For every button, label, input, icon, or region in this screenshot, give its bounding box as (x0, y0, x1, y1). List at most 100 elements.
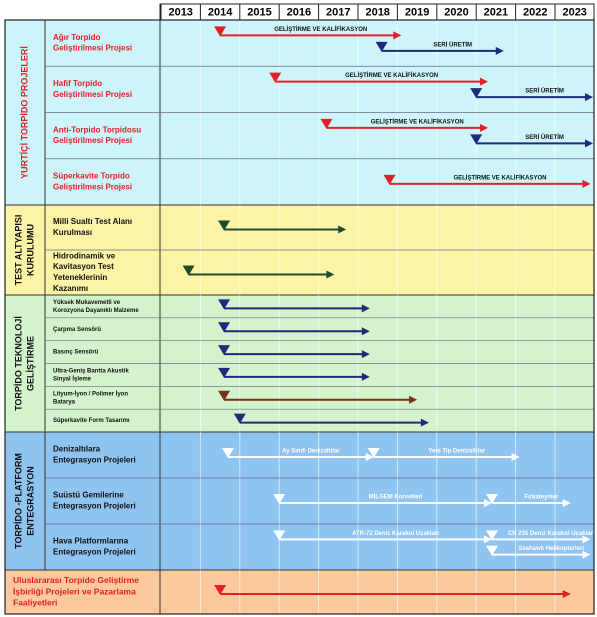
bar-label: Fırkateynler (524, 495, 559, 501)
row-label: Çarpma Sensörü (53, 327, 101, 333)
row-label: Kazanımı (53, 284, 88, 293)
bar-start (273, 494, 286, 504)
year-label: 2022 (523, 6, 547, 18)
group-title: KURULUMU (25, 224, 35, 276)
outer-border (4, 19, 595, 615)
row-label: Süperkavite Form Tasarımı (53, 418, 130, 424)
group-title: GELİŞTİRME (25, 336, 35, 391)
bar-label: Yeni Tip Denizaltılar (428, 449, 485, 455)
bar-start (485, 545, 498, 556)
bar-start (269, 72, 282, 83)
bar-start (218, 367, 231, 378)
bar-label: ATR-72 Deniz Karakol Uçakları (352, 531, 439, 537)
year-label: 2023 (562, 6, 586, 18)
row-label: Entegrasyon Projeleri (53, 456, 136, 465)
timeline-bar (218, 367, 370, 381)
bar-start (182, 265, 195, 276)
bar-start (367, 448, 380, 458)
bar-label: SERİ ÜRETİM (433, 41, 472, 48)
bar-end (393, 31, 402, 40)
timeline-bar (485, 545, 591, 559)
bar-start (218, 345, 231, 356)
row-label: Kurulması (53, 228, 92, 237)
timeline-bar (470, 88, 593, 102)
row-label: Milli Sualtı Test Alanı (53, 217, 132, 226)
bar-end (361, 372, 370, 381)
bar-start (218, 390, 231, 401)
row-label: Entegrasyon Projeleri (53, 548, 136, 557)
bar-label: MİLGEM Korvetleri (369, 494, 423, 501)
timeline-bar (273, 494, 492, 507)
timeline-bar (218, 220, 347, 234)
timeline-bar (218, 345, 370, 359)
bar-start (485, 494, 498, 504)
year-label: 2017 (326, 6, 350, 18)
bar-label: CN 235 Deniz Karakol Uçakları (508, 531, 595, 537)
bar-end (361, 327, 370, 336)
timeline-bar (214, 585, 571, 598)
bar-end (420, 418, 429, 427)
row-label: Korozyona Dayanıklı Malzeme (53, 308, 139, 314)
bar-label: GELİŞTİRME VE KALİFİKASYON (371, 118, 464, 125)
timeline-bar (221, 448, 374, 461)
timeline-bar (269, 72, 489, 86)
bar-end (582, 550, 591, 559)
bar-label: Ay Sınıfı Denizaltılar (282, 449, 340, 455)
bar-label: SERİ ÜRETİM (525, 88, 564, 95)
year-label: 2019 (405, 6, 429, 18)
bar-end (338, 225, 347, 234)
row-label: Hidrodinamik ve (53, 251, 116, 260)
timeline-bar (367, 448, 520, 461)
year-label: 2018 (365, 6, 389, 18)
row-label: Yüksek Mukavemetli ve (53, 300, 121, 306)
bar-start (214, 26, 227, 37)
bar-end (483, 535, 492, 544)
row-label: Hafif Torpido (53, 79, 102, 88)
bar-start (485, 530, 498, 541)
timeline-bar (233, 413, 429, 427)
timeline-bar (485, 494, 571, 507)
bar-start (383, 174, 396, 185)
bar-end (582, 535, 591, 544)
row-label: Süperkavite Torpido (53, 172, 130, 181)
timeline-bar (485, 530, 591, 544)
row-label: Ağır Torpido (53, 33, 101, 42)
row-label: Yeteneklerinin (53, 273, 107, 282)
bar-start (470, 134, 483, 145)
bar-label: GELİŞTİRME VE KALİFİKASYON (345, 72, 438, 79)
bar-start (221, 448, 234, 458)
bar-start (320, 118, 333, 129)
year-label: 2015 (247, 6, 271, 18)
row-label: Hava Platformlarına (53, 537, 129, 546)
group-bg (4, 569, 595, 615)
timeline-bar (182, 265, 335, 279)
timeline-bar (218, 299, 370, 313)
bar-end (480, 77, 489, 86)
bar-start (375, 41, 388, 52)
bar-start (218, 322, 231, 333)
year-label: 2021 (484, 6, 508, 18)
bar-label: GELİŞTİRME VE KALİFİKASYON (274, 26, 367, 33)
timeline-bar (383, 174, 591, 188)
row-label: Ultra-Geniş Bantta Akustik (53, 368, 129, 374)
bar-end (326, 270, 335, 279)
bar-end (361, 304, 370, 313)
row-label: Suüstü Gemilerine (53, 491, 124, 500)
group-title: TEST ALTYAPISI (13, 215, 23, 286)
row-label: Batarya (53, 399, 76, 405)
timeline-bar (375, 41, 504, 55)
bar-end (511, 453, 520, 461)
timeline-bar (470, 134, 593, 148)
timeline-bar (320, 118, 489, 132)
group-title: YURTİÇİ TORPİDO PROJELERİ (19, 46, 29, 179)
timeline-bar (218, 390, 418, 404)
bar-start (218, 299, 231, 310)
bar-end (562, 499, 571, 507)
row-label: Anti-Torpido Torpidosu (53, 125, 141, 134)
bar-label: Seahawk Helikopterleri (518, 546, 584, 552)
bar-end (365, 453, 374, 461)
row-label: Sinyal İşleme (53, 376, 92, 383)
bar-start (273, 530, 286, 541)
bar-start (470, 88, 483, 99)
row-label: Geliştirilmesi Projesi (53, 44, 132, 53)
